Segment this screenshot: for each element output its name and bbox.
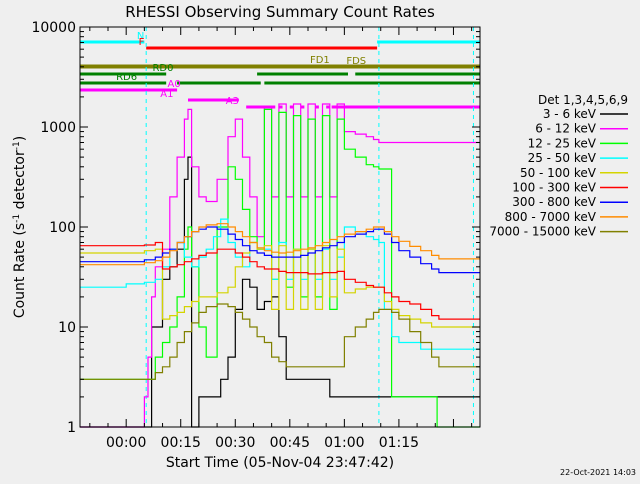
- y-axis-label-mid: detector: [12, 150, 28, 214]
- series-line-3-6-kev: [80, 156, 480, 428]
- flag-label-f: F: [139, 37, 145, 48]
- flag-label-fd1: FD1: [310, 55, 330, 66]
- x-tick-label: 01:15: [379, 435, 419, 451]
- legend-label-7000-15000-kev: 7000 - 15000 keV: [489, 225, 596, 239]
- legend-label-25-50-kev: 25 - 50 keV: [528, 151, 597, 165]
- chart-title: RHESSI Observing Summary Count Rates: [125, 3, 435, 21]
- y-axis-ticks: 1 10 100 1000 10000: [31, 20, 480, 436]
- series-line-7000-15000-kev: [80, 303, 480, 380]
- series-lines: [80, 103, 480, 428]
- flag-label-fds: FDS: [346, 56, 366, 67]
- flag-label-n: N: [137, 31, 144, 42]
- y-tick-label: 100: [49, 220, 76, 236]
- x-axis-ticks: 00:00 00:15 00:30 00:45 01:00 01:15: [89, 27, 473, 451]
- legend-label-6-12-kev: 6 - 12 keV: [535, 122, 597, 136]
- y-axis-label-part: Count Rate (s: [12, 223, 28, 318]
- series-line-50-100-kev: [80, 241, 480, 328]
- flag-label-a1: A1: [160, 89, 173, 100]
- y-tick-label: 10: [58, 320, 76, 336]
- legend-label-300-800-kev: 300 - 800 keV: [512, 195, 596, 209]
- series-line-800-7000-kev: [80, 223, 480, 266]
- x-axis-label: Start Time (05-Nov-04 23:47:42): [166, 455, 394, 471]
- footer-date: 22-Oct-2021 14:03: [560, 468, 636, 477]
- y-axis-label: Count Rate (s-1 detector-1): [12, 136, 28, 318]
- legend-label-100-300-kev: 100 - 300 keV: [512, 181, 596, 195]
- series-line-100-300-kev: [80, 241, 480, 320]
- x-tick-label: 01:00: [324, 435, 364, 451]
- flag-label-a3: A3: [226, 96, 239, 107]
- y-axis-label-sup2: -1: [12, 141, 22, 150]
- y-axis-label-end: ): [12, 136, 28, 141]
- flag-label-a0: A0: [168, 79, 181, 90]
- x-tick-label: 00:30: [215, 435, 255, 451]
- x-tick-label: 00:00: [106, 435, 146, 451]
- flag-label-rd6: RD6: [116, 72, 137, 83]
- y-tick-label: 1000: [40, 120, 76, 136]
- legend-label-50-100-kev: 50 - 100 keV: [520, 166, 597, 180]
- legend-label-800-7000-kev: 800 - 7000 keV: [505, 210, 597, 224]
- x-tick-label: 00:45: [270, 435, 310, 451]
- legend-label-12-25-kev: 12 - 25 keV: [528, 136, 597, 150]
- y-tick-label: 1: [67, 420, 76, 436]
- y-tick-label: 10000: [31, 20, 76, 36]
- flag-label-rd0: RD0: [152, 63, 173, 74]
- legend-title: Det 1,3,4,5,6,9: [538, 93, 628, 107]
- legend-label-3-6-kev: 3 - 6 keV: [543, 107, 597, 121]
- y-axis-label-sup: -1: [12, 214, 22, 223]
- x-tick-label: 00:15: [161, 435, 201, 451]
